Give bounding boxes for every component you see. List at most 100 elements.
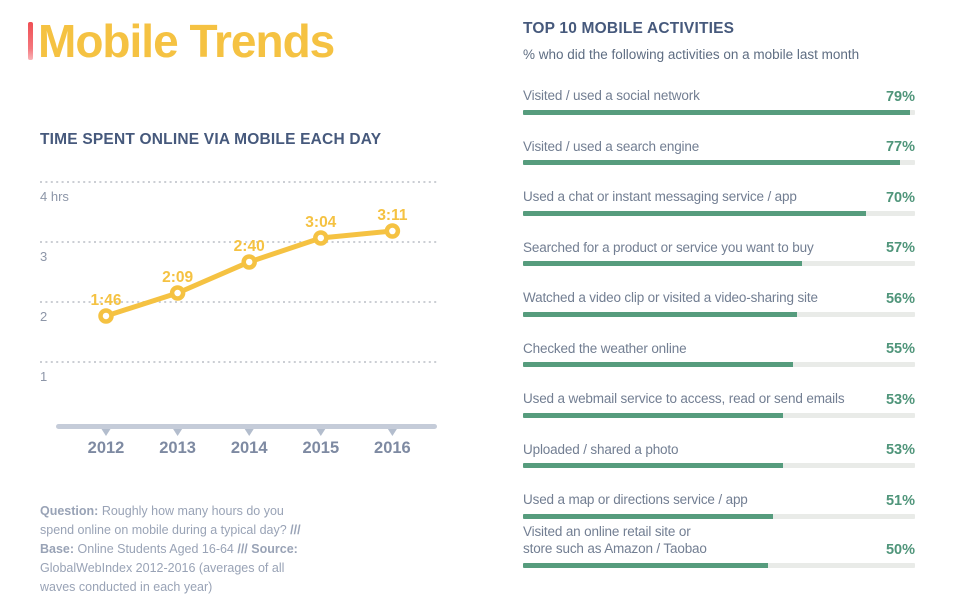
page-title: Mobile Trends (38, 15, 335, 67)
data-point (313, 230, 329, 246)
data-point-label: 1:46 (90, 292, 121, 309)
activity-head: Used a chat or instant messaging service… (523, 188, 915, 206)
activity-value: 56% (885, 290, 915, 307)
activity-head: Used a map or directions service / app 51… (523, 491, 915, 509)
activity-value: 53% (885, 442, 915, 459)
data-point (169, 285, 186, 301)
activity-row: Used a webmail service to access, read o… (523, 390, 915, 418)
data-point-label: 2:09 (162, 269, 193, 286)
year-label: 2013 (159, 439, 196, 457)
activity-head: Visited / used a search engine 77% (523, 138, 915, 156)
activity-head: Visited / used a social network 79% (523, 87, 915, 105)
activity-bar-track (523, 160, 915, 166)
data-point (241, 254, 257, 270)
activity-label: Visited / used a social network (523, 88, 700, 103)
activity-row: Uploaded / shared a photo 53% (523, 441, 915, 469)
y-tick-label: 1 (40, 369, 47, 384)
activity-bar-track (523, 210, 915, 216)
activity-label: Used a chat or instant messaging service… (523, 189, 797, 205)
footnote: Question: Roughly how many hours do you s… (40, 502, 370, 597)
year-label: 2016 (374, 439, 411, 457)
time-spent-line-chart: 4 hrs 3 2 1 2012 1:46 2013 2:09 2014 2:40 2015 3:04… (40, 181, 437, 457)
footnote-line: Question: Roughly how many hours do you (40, 504, 284, 518)
activity-label: Visited an online retail site or store s… (523, 523, 707, 557)
activity-bar-track (523, 563, 915, 569)
activity-row: Visited an online retail site or store s… (523, 523, 915, 569)
activity-bar-fill (523, 109, 911, 115)
activity-bar-track (523, 463, 915, 469)
activity-value: 51% (885, 492, 915, 509)
activity-row: Visited / used a social network 79% (523, 87, 915, 115)
y-tick-label: 4 hrs (40, 189, 69, 204)
activity-head: Used a webmail service to access, read o… (523, 390, 915, 408)
activity-bar-fill (523, 563, 768, 569)
activity-head: Searched for a product or service you wa… (523, 239, 915, 257)
activity-value: 55% (885, 341, 915, 358)
year-label: 2014 (231, 439, 269, 457)
activity-head: Visited an online retail site or store s… (523, 523, 915, 558)
activity-bar-track (523, 412, 915, 418)
top-activities-subtitle: % who did the following activities on a … (523, 47, 860, 62)
activity-row: Searched for a product or service you wa… (523, 239, 915, 267)
activity-head: Watched a video clip or visited a video-… (523, 289, 915, 307)
top-activities-panel: TOP 10 MOBILE ACTIVITIES % who did the f… (523, 20, 915, 591)
activity-bar-fill (523, 210, 866, 216)
activity-label: Used a webmail service to access, read o… (523, 391, 845, 407)
activity-head: Checked the weather online 55% (523, 340, 915, 358)
footnote-line: Base: Online Students Aged 16-64 /// Sou… (40, 542, 298, 556)
activity-bar-track (523, 362, 915, 368)
year-label: 2015 (302, 439, 339, 457)
axis-tick (387, 429, 397, 436)
activity-label: Visited / used a search engine (523, 138, 700, 154)
activity-bar-fill (523, 160, 901, 166)
activity-value: 53% (885, 391, 915, 408)
red-accent-fragment (28, 22, 33, 60)
activity-value: 77% (885, 139, 915, 156)
activity-label: Watched a video clip or visited a video-… (523, 290, 818, 306)
activity-bar-fill (523, 311, 798, 317)
activity-row: Used a map or directions service / app 51… (523, 491, 915, 519)
activity-head: Uploaded / shared a photo 53% (523, 441, 915, 459)
activity-bar-track (523, 109, 915, 115)
data-point-label: 3:04 (305, 214, 336, 231)
activities-list: Visited / used a social network 79% Visite… (523, 87, 915, 569)
activity-label: Uploaded / shared a photo (523, 441, 679, 457)
footnote-line: GlobalWebIndex 2012-2016 (averages of al… (40, 561, 285, 575)
activity-bar-track (523, 311, 915, 317)
activity-bar-fill (523, 412, 783, 418)
activity-label: Searched for a product or service you wa… (523, 239, 814, 255)
activity-value: 79% (885, 88, 915, 105)
data-point (384, 223, 401, 239)
activity-bar-fill (523, 362, 793, 368)
axis-tick (316, 429, 326, 436)
axis-tick (173, 429, 183, 436)
y-tick-label: 3 (40, 249, 47, 264)
activity-bar-fill (523, 513, 773, 519)
activity-bar-track (523, 513, 915, 519)
data-point-label: 2:40 (234, 238, 265, 255)
footnote-line: spend online on mobile during a typical … (40, 523, 301, 537)
activity-value: 70% (885, 189, 915, 206)
data-point (98, 308, 114, 324)
activity-label: Used a map or directions service / app (523, 492, 748, 508)
axis-tick (101, 429, 111, 436)
activity-bar-fill (523, 463, 783, 469)
time-spent-chart-title: TIME SPENT ONLINE VIA MOBILE EACH DAY (40, 131, 382, 148)
activity-row: Checked the weather online 55% (523, 340, 915, 368)
top-activities-title: TOP 10 MOBILE ACTIVITIES (523, 20, 735, 37)
axis-tick (244, 429, 254, 436)
x-axis-line (56, 424, 437, 429)
activity-label: Checked the weather online (523, 340, 687, 356)
activity-row: Used a chat or instant messaging service… (523, 188, 915, 216)
year-label: 2012 (88, 439, 125, 457)
activity-bar-fill (523, 261, 803, 267)
activity-value: 50% (885, 542, 915, 559)
data-point-label: 3:11 (377, 207, 408, 224)
activity-bar-track (523, 261, 915, 267)
y-tick-label: 2 (40, 309, 47, 324)
activity-row: Visited / used a search engine 77% (523, 138, 915, 166)
footnote-line: waves conducted in each year) (40, 580, 213, 594)
activity-value: 57% (885, 240, 915, 257)
activity-row: Watched a video clip or visited a video-… (523, 289, 915, 317)
